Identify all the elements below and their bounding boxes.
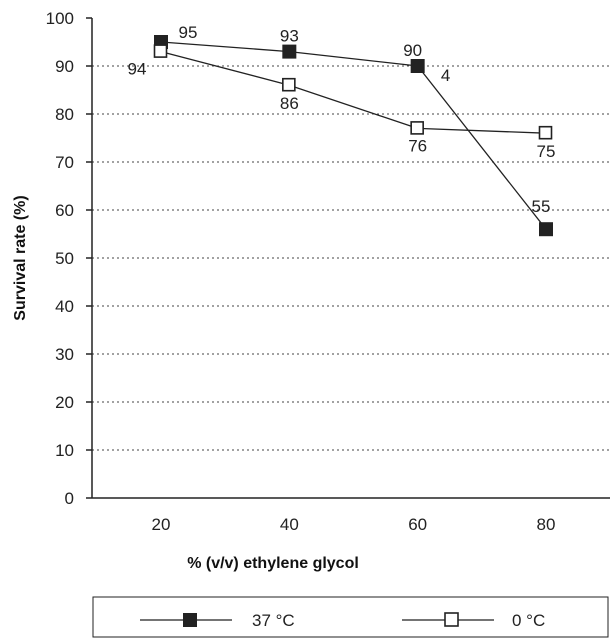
data-label: 76: [408, 136, 427, 155]
data-label: 90: [403, 41, 422, 60]
point-marker: [410, 121, 424, 135]
point-marker: [153, 44, 168, 58]
y-tick-label: 10: [55, 441, 74, 460]
series-line: [160, 50, 547, 134]
point-marker: [538, 125, 553, 140]
legend-item: 37 °C: [140, 611, 295, 630]
y-tick-label: 60: [55, 201, 74, 220]
point-marker: [282, 77, 296, 92]
data-labels: 95 93 90 55 94 86 76 75: [128, 23, 556, 216]
y-tick-label: 30: [55, 345, 74, 364]
y-tick-label: 80: [55, 105, 74, 124]
annotations: 4: [441, 66, 450, 85]
y-tick-label: 40: [55, 297, 74, 316]
x-tick-label: 20: [152, 515, 171, 534]
axes: [86, 17, 610, 499]
y-tick-label: 20: [55, 393, 74, 412]
data-label: 86: [280, 94, 299, 113]
legend-marker: [183, 613, 197, 627]
point-marker: [282, 44, 297, 59]
legend-label: 0 °C: [512, 611, 545, 630]
y-tick-label: 0: [65, 489, 74, 508]
y-axis-title: Survival rate (%): [12, 195, 29, 320]
y-tick-label: 90: [55, 57, 74, 76]
y-tick-label: 100: [46, 9, 74, 28]
data-label: 94: [128, 60, 147, 79]
point-marker: [410, 59, 425, 73]
data-label: 95: [179, 23, 198, 42]
data-label: 93: [280, 27, 299, 46]
x-tick-label: 80: [537, 515, 556, 534]
series-line: [160, 41, 547, 230]
x-tick-label: 40: [280, 515, 299, 534]
x-tick-label: 60: [408, 515, 427, 534]
legend-box: [92, 596, 609, 638]
series-0c: [153, 44, 553, 140]
legend-marker: [444, 612, 459, 627]
y-tick-label: 50: [55, 249, 74, 268]
legend-label: 37 °C: [252, 611, 295, 630]
data-label: 75: [537, 142, 556, 161]
legend: 37 °C 0 °C: [92, 596, 609, 638]
point-marker: [539, 222, 553, 237]
data-series: [153, 35, 553, 237]
grid-lines: [92, 65, 610, 451]
y-tick-labels: 0 10 20 30 40 50 60 70 80 90 100: [46, 9, 74, 508]
y-tick-label: 70: [55, 153, 74, 172]
legend-item: 0 °C: [402, 611, 545, 630]
x-axis-title: % (v/v) ethylene glycol: [187, 555, 359, 572]
x-tick-labels: 20 40 60 80: [152, 515, 556, 534]
data-label: 55: [532, 197, 551, 216]
annotation-label: 4: [441, 66, 450, 85]
